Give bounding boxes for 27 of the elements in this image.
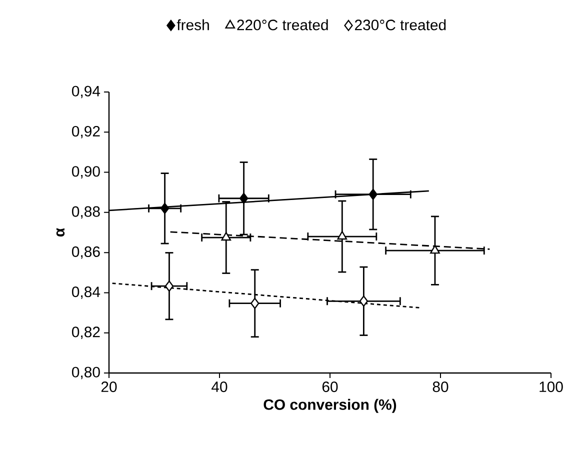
point [368, 188, 378, 200]
x-tick-label: 80 [432, 382, 448, 392]
y-tick-label: 0,82 [72, 326, 100, 340]
legend-label: 230°C treated [354, 19, 446, 30]
y-tick-label: 0,86 [72, 246, 100, 259]
y-tick-label: 0,84 [72, 286, 100, 299]
point [337, 230, 348, 240]
y-tick-label: 0,92 [72, 126, 100, 138]
point [250, 298, 260, 309]
x-tick-label: 40 [212, 382, 228, 392]
legend-label: fresh [176, 19, 209, 30]
legend-label: 220°C treated [237, 19, 328, 30]
y-tick-label: 0,94 [72, 86, 100, 98]
point [359, 296, 368, 307]
point [430, 244, 440, 254]
point [239, 192, 248, 204]
x-axis-title: CO conversion (%) [264, 398, 396, 413]
x-tick-label: 60 [322, 382, 338, 392]
x-tick-label: 20 [101, 382, 117, 392]
y-tick-label: 0,80 [72, 366, 100, 380]
x-tick-label: 100 [540, 382, 563, 392]
point [221, 232, 232, 241]
y-tick-label: 0,90 [72, 166, 100, 178]
y-axis-title: α [56, 228, 65, 237]
point [164, 280, 174, 292]
y-tick-label: 0,88 [72, 206, 100, 219]
point [160, 202, 170, 214]
